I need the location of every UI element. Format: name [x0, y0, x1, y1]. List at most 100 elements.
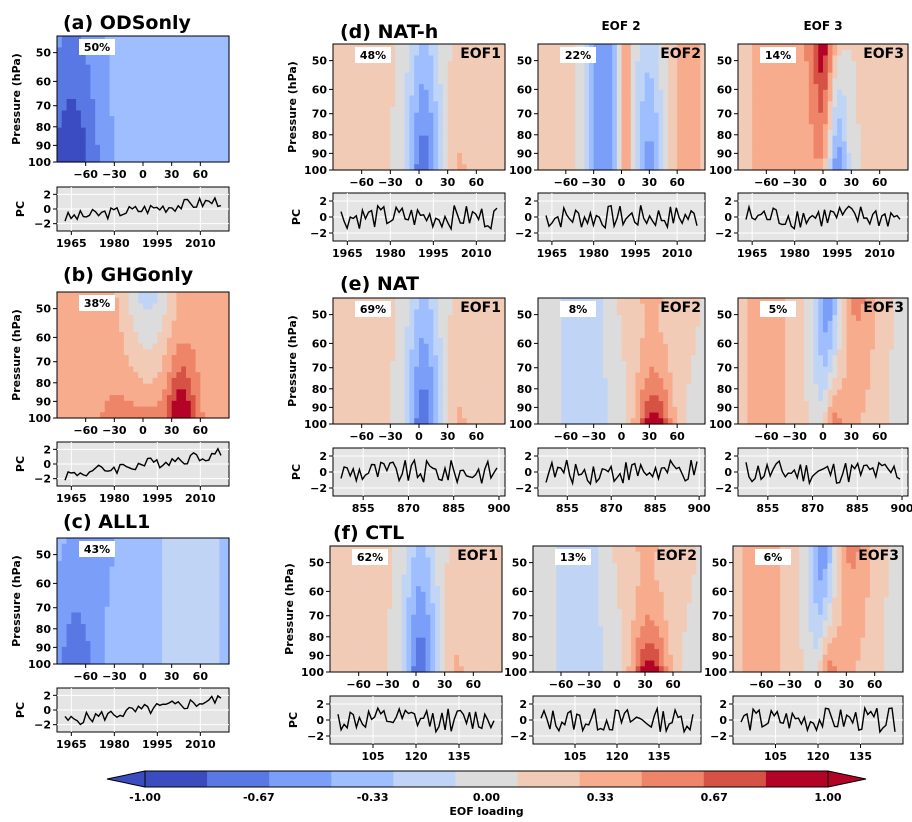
heatmap-cell [128, 58, 135, 66]
heatmap-cell [214, 326, 221, 333]
heatmap-cell [85, 601, 92, 608]
heatmap-cell [547, 84, 553, 91]
heatmap-cell [466, 101, 473, 108]
heatmap-cell [846, 101, 852, 108]
heatmap-cell [171, 309, 178, 316]
heatmap-cell [195, 116, 201, 123]
heatmap-cell [361, 84, 368, 91]
heatmap-cell [109, 320, 115, 327]
heatmap-cell [414, 107, 420, 114]
heatmap-cell [879, 107, 885, 114]
heatmap-cell [672, 49, 678, 57]
heatmap-cell [157, 337, 163, 345]
heatmap-cell [342, 84, 348, 91]
heatmap-cell [138, 572, 144, 579]
heatmap-cell [90, 343, 96, 350]
heatmap-cell [157, 110, 163, 117]
heatmap-cell [771, 124, 777, 131]
heatmap-cell [209, 139, 216, 146]
heatmap-cell [630, 135, 637, 142]
heatmap-cell [219, 383, 225, 390]
heatmap-cell [119, 555, 125, 562]
heatmap-cell [452, 118, 458, 125]
heatmap-cell [893, 107, 900, 114]
lat-tick-label: 0 [139, 424, 147, 437]
heatmap-cell [138, 601, 144, 608]
heatmap-cell [200, 99, 206, 106]
heatmap-cell [860, 72, 867, 79]
heatmap-cell [333, 129, 339, 137]
heatmap-cell [147, 343, 154, 350]
heatmap-cell [500, 89, 506, 97]
heatmap-cell [333, 112, 339, 120]
heatmap-cell [870, 44, 876, 51]
heatmap-cell [195, 36, 201, 43]
heatmap-cell [90, 658, 96, 665]
heatmap-cell [190, 349, 197, 356]
heatmap-cell [414, 124, 420, 131]
heatmap-cell [686, 78, 692, 85]
heatmap-cell [785, 124, 791, 131]
heatmap-cell [190, 93, 197, 100]
heatmap-cell [190, 652, 197, 659]
heatmap-cell [490, 164, 497, 171]
heatmap-cell [95, 332, 101, 339]
heatmap-cell [898, 129, 904, 137]
heatmap-cell [376, 78, 382, 85]
heatmap-cell [114, 309, 120, 316]
heatmap-cell [556, 84, 562, 91]
heatmap-cell [404, 112, 411, 120]
heatmap-cell [147, 116, 154, 123]
heatmap-cell [414, 141, 420, 148]
heatmap-cell [119, 99, 125, 106]
heatmap-cell [123, 337, 130, 345]
heatmap-cell [889, 89, 895, 97]
heatmap-cell [390, 118, 396, 125]
heatmap-cell [190, 395, 197, 402]
heatmap-cell [57, 150, 63, 157]
heatmap-cell [85, 121, 92, 129]
heatmap-cell [128, 543, 135, 551]
heatmap-cell [152, 349, 158, 356]
heatmap-cell [71, 144, 77, 152]
heatmap-cell [195, 641, 201, 648]
heatmap-cell [547, 72, 553, 79]
heatmap-cell [95, 555, 101, 562]
heatmap-cell [442, 72, 449, 79]
heatmap-cell [356, 158, 363, 165]
heatmap-cell [123, 81, 130, 89]
heatmap-cell [584, 124, 590, 131]
heatmap-cell [538, 158, 544, 165]
heatmap-cell [337, 49, 344, 57]
heatmap-cell [561, 135, 567, 142]
heatmap-cell [76, 629, 82, 636]
heatmap-cell [700, 78, 706, 85]
heatmap-cell [114, 543, 120, 551]
heatmap-cell [152, 583, 158, 591]
heatmap-cell [114, 332, 120, 339]
heatmap-cell [219, 355, 225, 362]
heatmap-cell [747, 55, 753, 62]
heatmap-cell [176, 635, 182, 642]
heatmap-cell [598, 44, 604, 51]
heatmap-cell [214, 629, 221, 636]
heatmap-cell [630, 89, 637, 97]
heatmap-cell [104, 343, 111, 350]
heatmap-cell [80, 309, 87, 316]
heatmap-cell [691, 84, 697, 91]
heatmap-cell [832, 95, 838, 102]
heatmap-cell [152, 144, 158, 152]
heatmap-cell [66, 127, 72, 134]
heatmap-cell [414, 72, 420, 79]
heatmap-cell [123, 41, 130, 49]
heatmap-cell [691, 147, 697, 154]
heatmap-cell [851, 55, 857, 62]
heatmap-cell [166, 589, 173, 596]
heatmap-cell [827, 112, 834, 120]
heatmap-cell [205, 629, 211, 636]
heatmap-cell [162, 314, 168, 322]
heatmap-cell [747, 78, 753, 85]
heatmap-cell [123, 595, 130, 602]
heatmap-cell [200, 343, 206, 350]
heatmap-cell [176, 578, 182, 585]
